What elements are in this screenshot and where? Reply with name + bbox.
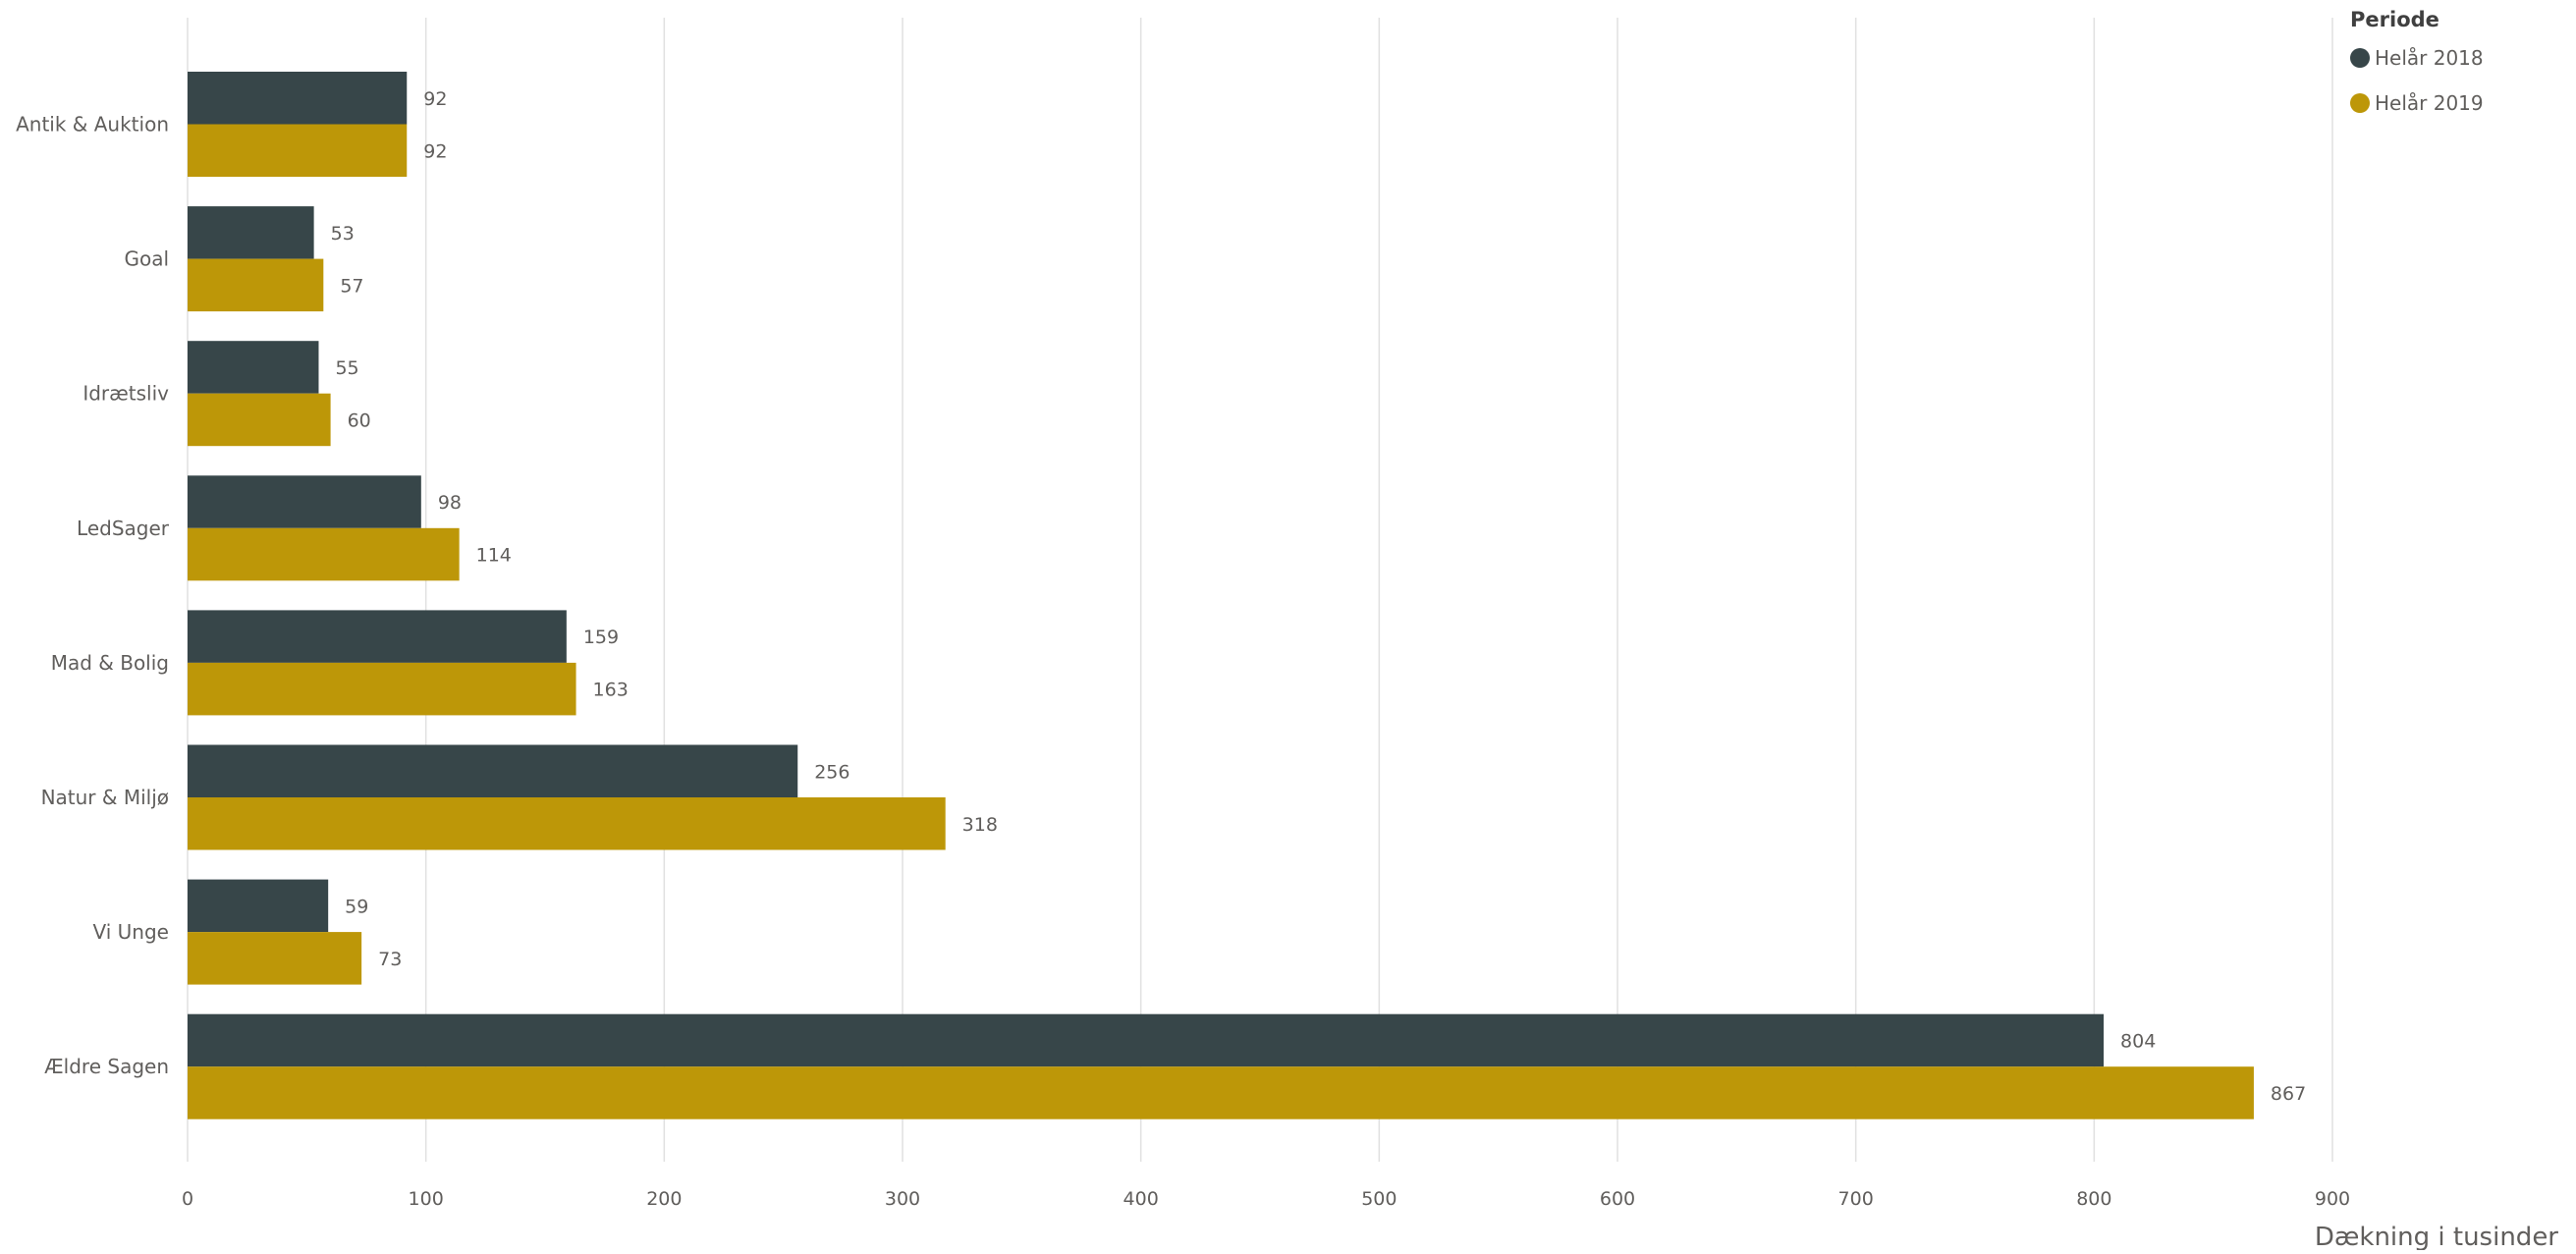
legend-items: Helår 2018 Helår 2019 [2350,46,2484,115]
category-label: Idrætsliv [82,382,169,406]
data-label: 318 [962,814,998,836]
bar-helar-2018[interactable] [188,610,567,663]
x-axis-title: Dækning i tusinder [2315,1223,2558,1250]
bar-helar-2019[interactable] [188,124,408,178]
x-tick-label: 100 [409,1188,444,1210]
bar-helar-2019[interactable] [188,527,460,581]
data-label: 57 [340,275,363,297]
data-label: 163 [593,680,629,701]
category-label: Natur & Miljø [41,786,169,809]
data-label: 867 [2271,1083,2306,1105]
bar-helar-2018[interactable] [188,341,319,394]
bars [188,72,2254,1119]
data-label: 60 [348,409,371,431]
data-label: 55 [335,357,358,379]
bar-helar-2019[interactable] [188,932,362,985]
data-label: 159 [583,627,619,648]
category-label: Goal [124,247,169,271]
gridlines [187,18,2333,1162]
x-tick-label: 300 [885,1188,920,1210]
bar-helar-2018[interactable] [188,475,421,528]
bar-helar-2019[interactable] [188,1066,2254,1119]
category-label: Vi Unge [93,920,169,944]
legend-item-label[interactable]: Helår 2018 [2375,46,2484,70]
legend[interactable]: Periode Helår 2018 Helår 2019 [2350,8,2484,115]
x-tick-label: 500 [1361,1188,1397,1210]
category-label: LedSager [77,517,170,540]
legend-marker [2350,93,2370,113]
x-tick-label: 900 [2315,1188,2350,1210]
x-tick-label: 600 [1600,1188,1635,1210]
data-label: 114 [476,545,512,567]
category-axis: Antik & Auktion Goal Idrætsliv LedSager Mad … [16,113,170,1079]
x-tick-label: 0 [182,1188,193,1210]
bar-helar-2019[interactable] [188,258,324,312]
category-label: Mad & Bolig [51,651,169,675]
bar-helar-2019[interactable] [188,662,576,716]
bar-helar-2018[interactable] [188,1013,2105,1067]
category-label: Ældre Sagen [44,1055,169,1078]
x-tick-label: 800 [2076,1188,2111,1210]
x-tick-label: 700 [1838,1188,1874,1210]
data-label: 804 [2120,1030,2156,1052]
data-label: 92 [423,140,447,162]
bar-helar-2018[interactable] [188,879,329,933]
bar-helar-2018[interactable] [188,72,408,125]
legend-item-label[interactable]: Helår 2019 [2375,91,2484,115]
legend-title: Periode [2350,8,2439,31]
value-axis: 0 100 200 300 400 500 600 700 800 900 [182,1188,2350,1210]
data-label: 59 [345,896,368,917]
data-labels: 92 92 53 57 55 60 98 114 159 163 256 318 59 73 804 867 [331,88,2307,1105]
bar-helar-2018[interactable] [188,744,798,798]
legend-marker [2350,48,2370,68]
x-tick-label: 200 [646,1188,682,1210]
category-label: Antik & Auktion [16,113,169,136]
x-tick-label: 400 [1124,1188,1159,1210]
data-label: 256 [814,761,850,783]
data-label: 98 [438,492,462,514]
data-label: 92 [423,88,447,110]
data-label: 73 [378,949,402,970]
data-label: 53 [331,223,355,245]
bar-helar-2019[interactable] [188,797,946,850]
bar-helar-2018[interactable] [188,206,314,259]
bar-helar-2019[interactable] [188,393,331,447]
